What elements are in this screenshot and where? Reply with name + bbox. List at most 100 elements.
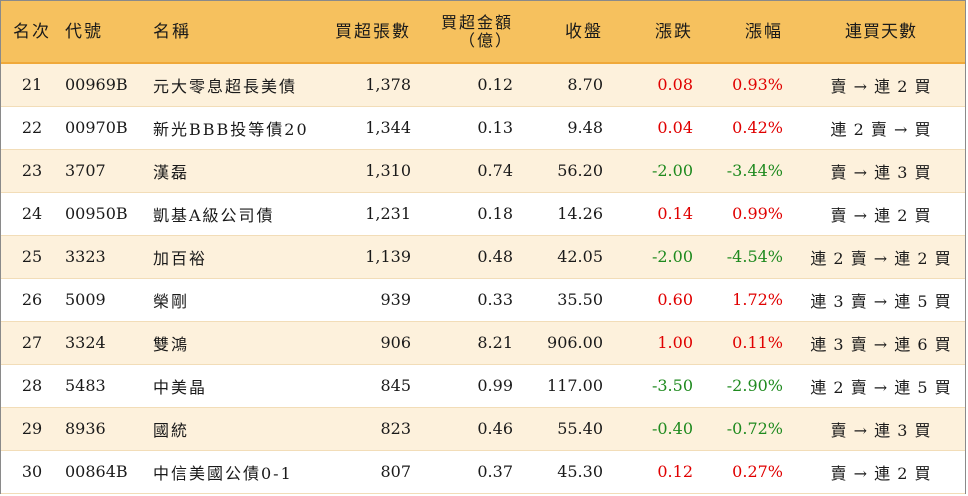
cell-net-buy-amount: 0.46 bbox=[425, 407, 527, 451]
cell-code: 3324 bbox=[63, 321, 149, 365]
cell-rank: 23 bbox=[1, 149, 63, 193]
cell-rank: 21 bbox=[1, 63, 63, 107]
cell-change: 1.00 bbox=[617, 321, 707, 365]
cell-change: -2.00 bbox=[617, 149, 707, 193]
cell-consecutive-days: 連 2 賣 → 買 bbox=[797, 106, 965, 150]
cell-net-buy-amount: 0.18 bbox=[425, 192, 527, 236]
header-consecutive-days[interactable]: 連買天數 bbox=[797, 1, 965, 64]
cell-change: -3.50 bbox=[617, 364, 707, 408]
cell-consecutive-days: 賣 → 連 2 買 bbox=[797, 63, 965, 107]
header-change[interactable]: 漲跌 bbox=[617, 1, 707, 64]
cell-net-buy-amount: 8.21 bbox=[425, 321, 527, 365]
cell-close: 8.70 bbox=[527, 63, 617, 107]
header-name[interactable]: 名稱 bbox=[149, 1, 321, 64]
cell-close: 9.48 bbox=[527, 106, 617, 150]
cell-net-buy-lots: 1,378 bbox=[321, 63, 425, 107]
table-row[interactable]: 28 5483 中美晶 845 0.99 117.00 -3.50 -2.90%… bbox=[1, 364, 965, 408]
cell-code: 00864B bbox=[63, 450, 149, 494]
cell-net-buy-lots: 1,344 bbox=[321, 106, 425, 150]
header-code[interactable]: 代號 bbox=[63, 1, 149, 64]
header-net-buy-amount-unit: （億） bbox=[458, 30, 513, 50]
cell-change: 0.60 bbox=[617, 278, 707, 322]
cell-name[interactable]: 中美晶 bbox=[149, 364, 321, 408]
cell-code: 00970B bbox=[63, 106, 149, 150]
cell-close: 14.26 bbox=[527, 192, 617, 236]
table-row[interactable]: 25 3323 加百裕 1,139 0.48 42.05 -2.00 -4.54… bbox=[1, 235, 965, 279]
cell-rank: 25 bbox=[1, 235, 63, 279]
cell-name[interactable]: 漢磊 bbox=[149, 149, 321, 193]
cell-net-buy-lots: 939 bbox=[321, 278, 425, 322]
cell-code: 00950B bbox=[63, 192, 149, 236]
cell-change: 0.14 bbox=[617, 192, 707, 236]
table-row[interactable]: 21 00969B 元大零息超長美債 1,378 0.12 8.70 0.08 … bbox=[1, 63, 965, 107]
cell-code: 3323 bbox=[63, 235, 149, 279]
cell-close: 42.05 bbox=[527, 235, 617, 279]
cell-change-pct: -2.90% bbox=[707, 364, 797, 408]
cell-net-buy-amount: 0.37 bbox=[425, 450, 527, 494]
cell-net-buy-amount: 0.12 bbox=[425, 63, 527, 107]
cell-name[interactable]: 雙鴻 bbox=[149, 321, 321, 365]
cell-close: 55.40 bbox=[527, 407, 617, 451]
cell-change-pct: -3.44% bbox=[707, 149, 797, 193]
cell-change: 0.08 bbox=[617, 63, 707, 107]
table-row[interactable]: 24 00950B 凱基A級公司債 1,231 0.18 14.26 0.14 … bbox=[1, 192, 965, 236]
cell-rank: 27 bbox=[1, 321, 63, 365]
header-rank[interactable]: 名次 bbox=[1, 1, 63, 64]
cell-net-buy-amount: 0.74 bbox=[425, 149, 527, 193]
cell-consecutive-days: 連 2 賣 → 連 5 買 bbox=[797, 364, 965, 408]
header-net-buy-amount[interactable]: 買超金額 （億） bbox=[425, 1, 527, 64]
cell-rank: 24 bbox=[1, 192, 63, 236]
cell-consecutive-days: 賣 → 連 3 買 bbox=[797, 149, 965, 193]
cell-name[interactable]: 新光BBB投等債20 bbox=[149, 106, 321, 150]
cell-net-buy-lots: 906 bbox=[321, 321, 425, 365]
cell-net-buy-amount: 0.48 bbox=[425, 235, 527, 279]
cell-close: 56.20 bbox=[527, 149, 617, 193]
cell-name[interactable]: 中信美國公債0-1 bbox=[149, 450, 321, 494]
cell-name[interactable]: 凱基A級公司債 bbox=[149, 192, 321, 236]
table-row[interactable]: 27 3324 雙鴻 906 8.21 906.00 1.00 0.11% 連 … bbox=[1, 321, 965, 365]
cell-name[interactable]: 元大零息超長美債 bbox=[149, 63, 321, 107]
table-row[interactable]: 26 5009 榮剛 939 0.33 35.50 0.60 1.72% 連 3… bbox=[1, 278, 965, 322]
cell-name[interactable]: 榮剛 bbox=[149, 278, 321, 322]
cell-change-pct: 0.99% bbox=[707, 192, 797, 236]
table-row[interactable]: 30 00864B 中信美國公債0-1 807 0.37 45.30 0.12 … bbox=[1, 450, 965, 494]
cell-name[interactable]: 加百裕 bbox=[149, 235, 321, 279]
cell-change: 0.04 bbox=[617, 106, 707, 150]
cell-change: 0.12 bbox=[617, 450, 707, 494]
cell-change-pct: 0.42% bbox=[707, 106, 797, 150]
cell-net-buy-lots: 823 bbox=[321, 407, 425, 451]
cell-change-pct: 0.93% bbox=[707, 63, 797, 107]
cell-close: 45.30 bbox=[527, 450, 617, 494]
cell-net-buy-lots: 1,139 bbox=[321, 235, 425, 279]
cell-consecutive-days: 連 3 賣 → 連 5 買 bbox=[797, 278, 965, 322]
table-row[interactable]: 22 00970B 新光BBB投等債20 1,344 0.13 9.48 0.0… bbox=[1, 106, 965, 150]
table-row[interactable]: 23 3707 漢磊 1,310 0.74 56.20 -2.00 -3.44%… bbox=[1, 149, 965, 193]
cell-consecutive-days: 賣 → 連 2 買 bbox=[797, 192, 965, 236]
cell-consecutive-days: 賣 → 連 3 買 bbox=[797, 407, 965, 451]
cell-net-buy-lots: 1,310 bbox=[321, 149, 425, 193]
cell-net-buy-lots: 1,231 bbox=[321, 192, 425, 236]
cell-consecutive-days: 連 2 賣 → 連 2 買 bbox=[797, 235, 965, 279]
cell-code: 5009 bbox=[63, 278, 149, 322]
cell-rank: 30 bbox=[1, 450, 63, 494]
cell-change: -0.40 bbox=[617, 407, 707, 451]
header-close[interactable]: 收盤 bbox=[527, 1, 617, 64]
cell-code: 3707 bbox=[63, 149, 149, 193]
cell-name[interactable]: 國統 bbox=[149, 407, 321, 451]
cell-net-buy-amount: 0.33 bbox=[425, 278, 527, 322]
header-net-buy-lots[interactable]: 買超張數 bbox=[321, 1, 425, 64]
table-row[interactable]: 29 8936 國統 823 0.46 55.40 -0.40 -0.72% 賣… bbox=[1, 407, 965, 451]
cell-change-pct: -0.72% bbox=[707, 407, 797, 451]
cell-close: 35.50 bbox=[527, 278, 617, 322]
cell-code: 00969B bbox=[63, 63, 149, 107]
header-change-pct[interactable]: 漲幅 bbox=[707, 1, 797, 64]
cell-rank: 26 bbox=[1, 278, 63, 322]
cell-rank: 29 bbox=[1, 407, 63, 451]
header-net-buy-amount-label: 買超金額 bbox=[440, 12, 513, 32]
cell-code: 8936 bbox=[63, 407, 149, 451]
cell-change-pct: 0.11% bbox=[707, 321, 797, 365]
cell-change-pct: 0.27% bbox=[707, 450, 797, 494]
cell-consecutive-days: 連 3 賣 → 連 6 買 bbox=[797, 321, 965, 365]
cell-rank: 22 bbox=[1, 106, 63, 150]
